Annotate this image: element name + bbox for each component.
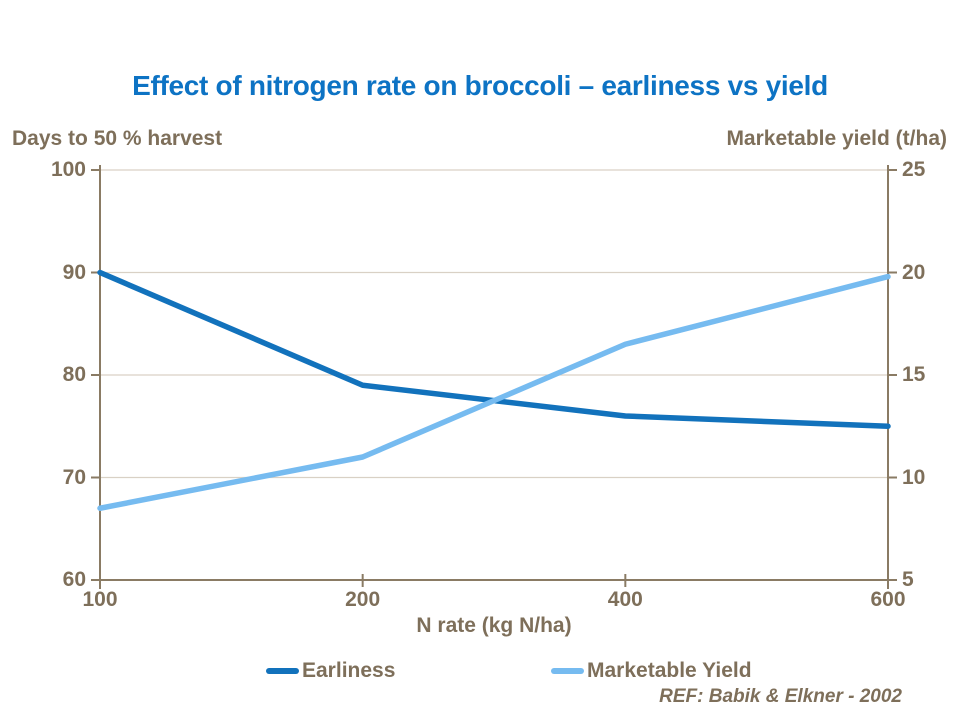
- legend-label: Marketable Yield: [587, 659, 752, 682]
- y-right-tick: 10: [902, 465, 926, 489]
- y-left-tick: 60: [62, 568, 86, 591]
- y-left-tick: 100: [50, 158, 86, 181]
- x-tick: 200: [345, 588, 381, 611]
- y-left-tick: 80: [62, 363, 86, 386]
- x-tick: 600: [870, 588, 906, 611]
- x-tick: 100: [82, 588, 118, 611]
- x-tick: 400: [607, 588, 643, 611]
- earliness-line-swatch-icon: [266, 668, 299, 674]
- y-right-tick: 15: [902, 363, 926, 386]
- chart-title: Effect of nitrogen rate on broccoli – ea…: [132, 70, 828, 101]
- y-left-tick: 90: [62, 260, 86, 284]
- y-right-tick: 25: [902, 158, 926, 181]
- right-axis-title: Marketable yield (t/ha): [726, 127, 947, 150]
- x-axis-title: N rate (kg N/ha): [416, 614, 572, 637]
- legend-item-earliness: Earliness: [266, 659, 395, 683]
- left-axis-title: Days to 50 % harvest: [12, 127, 223, 150]
- y-right-tick: 5: [902, 568, 914, 591]
- legend-label: Earliness: [302, 659, 396, 682]
- legend-item-marketable-yield: Marketable Yield: [551, 659, 752, 683]
- yield-line-swatch-icon: [551, 668, 584, 674]
- reference-note: REF: Babik & Elkner - 2002: [659, 686, 902, 707]
- y-right-tick: 20: [902, 260, 926, 284]
- y-left-tick: 70: [62, 465, 86, 489]
